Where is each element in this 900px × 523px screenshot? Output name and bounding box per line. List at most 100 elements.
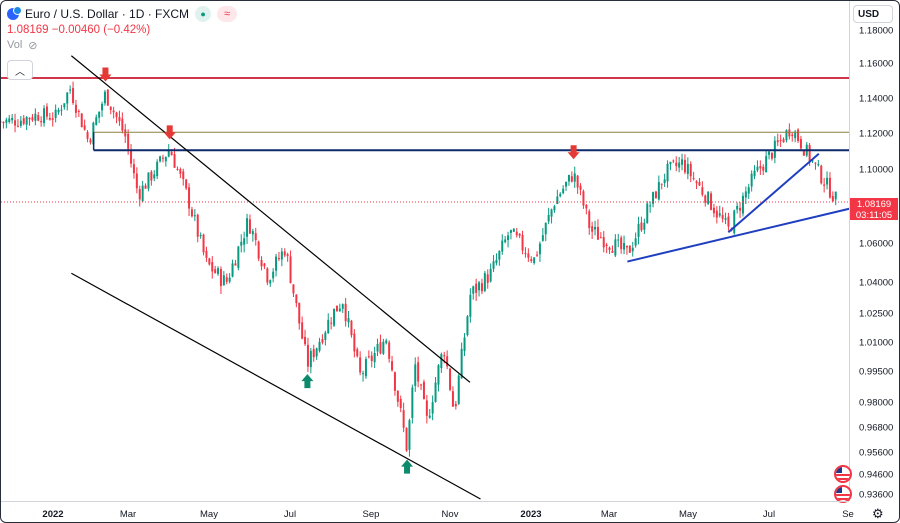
candle-body <box>588 211 591 229</box>
x-tick-label: Sep <box>362 509 380 520</box>
x-tick-label: Nov <box>441 509 459 520</box>
candle-body <box>567 174 570 182</box>
candle-body <box>248 219 251 234</box>
candle-body <box>628 245 631 253</box>
candle-body <box>408 420 411 450</box>
candle-body <box>16 125 19 127</box>
candle-body <box>417 362 420 382</box>
candle-body <box>269 280 272 284</box>
candle-body <box>553 206 556 211</box>
candle-body <box>214 269 217 274</box>
candle-body <box>623 243 626 250</box>
eye-slash-icon[interactable]: ⊘ <box>28 40 38 52</box>
candle-body <box>565 182 568 187</box>
market-status-icon[interactable]: ● <box>195 6 212 22</box>
candle-body <box>19 120 22 126</box>
settings-gear-icon[interactable]: ⚙ <box>872 506 884 521</box>
candle-body <box>393 372 396 391</box>
candle-body <box>779 139 782 141</box>
candle-body <box>292 284 295 294</box>
collapse-legend-button[interactable]: ︿ <box>7 60 33 80</box>
candle-body <box>478 282 481 291</box>
candle-body <box>428 415 431 418</box>
candle-body <box>707 191 710 204</box>
candle-body <box>501 240 504 252</box>
candle-body <box>367 356 370 358</box>
us-flag-icon[interactable] <box>834 465 852 483</box>
candle-body <box>811 160 814 162</box>
candle-body <box>219 269 222 286</box>
candle-body <box>385 340 388 344</box>
x-tick-label: Mar <box>600 509 618 520</box>
candle-body <box>733 210 736 234</box>
symbol-icon[interactable] <box>7 6 22 20</box>
candle-body <box>170 152 173 156</box>
candle-body <box>689 163 692 177</box>
candle-body <box>138 189 141 200</box>
candle-body <box>330 322 333 324</box>
candle-body <box>768 151 771 155</box>
candle-body <box>121 118 124 131</box>
candle-body <box>48 118 51 120</box>
candle-body <box>31 117 34 121</box>
candle-body <box>196 214 199 237</box>
candle-body <box>422 381 425 400</box>
candle-body <box>437 365 440 385</box>
candle-body <box>222 275 225 286</box>
candle-body <box>625 245 628 248</box>
wave-icon[interactable]: ≈ <box>217 6 238 22</box>
candle-body <box>646 203 649 224</box>
candle-body <box>579 185 582 190</box>
candle-body <box>228 277 231 282</box>
candle-body <box>431 402 434 414</box>
candle-body <box>22 118 25 124</box>
candle-body <box>498 251 501 260</box>
candle-body <box>486 274 489 283</box>
candle-body <box>620 237 623 250</box>
candle-body <box>507 235 510 241</box>
candle-body <box>434 382 437 402</box>
y-tick-label: 1.18000 <box>859 25 894 37</box>
candle-body <box>109 106 112 110</box>
price-plot[interactable] <box>1 1 849 501</box>
candle-body <box>118 117 121 122</box>
x-tick-label: Se <box>842 509 854 520</box>
candle-body <box>283 251 286 256</box>
price-axis[interactable] <box>849 1 899 501</box>
candle-body <box>359 357 362 373</box>
candle-body <box>66 92 69 104</box>
y-tick-label: 1.02500 <box>859 308 894 320</box>
candle-body <box>289 256 292 283</box>
candle-body <box>527 253 530 258</box>
candle-body <box>808 145 811 162</box>
bar-countdown: 03:11:05 <box>855 210 893 221</box>
volume-label[interactable]: Vol <box>7 39 23 51</box>
time-axis[interactable] <box>1 501 849 522</box>
candle-body <box>611 250 614 253</box>
candle-body <box>60 109 63 111</box>
candle-body <box>721 214 724 219</box>
candle-body <box>776 140 779 143</box>
candle-body <box>254 233 257 241</box>
x-tick-label: May <box>679 509 697 520</box>
candle-body <box>562 188 565 194</box>
candle-body <box>341 304 344 309</box>
us-flag-icon[interactable] <box>834 485 852 503</box>
candle-body <box>277 258 280 260</box>
candle-body <box>364 359 367 377</box>
candle-body <box>106 89 109 106</box>
candle-body <box>617 239 620 241</box>
candle-body <box>698 182 701 186</box>
channel-line <box>71 272 481 500</box>
chart-title[interactable]: Euro / U.S. Dollar · 1D · FXCM <box>25 7 190 21</box>
candle-body <box>518 233 521 236</box>
candle-body <box>399 398 402 408</box>
candle-body <box>440 354 443 369</box>
candle-body <box>457 375 460 404</box>
currency-button[interactable]: USD <box>853 5 893 23</box>
candle-body <box>411 387 414 418</box>
x-tick-label: Jul <box>762 509 776 520</box>
candle-body <box>240 241 243 246</box>
candle-body <box>373 352 376 363</box>
candle-body <box>718 213 721 216</box>
